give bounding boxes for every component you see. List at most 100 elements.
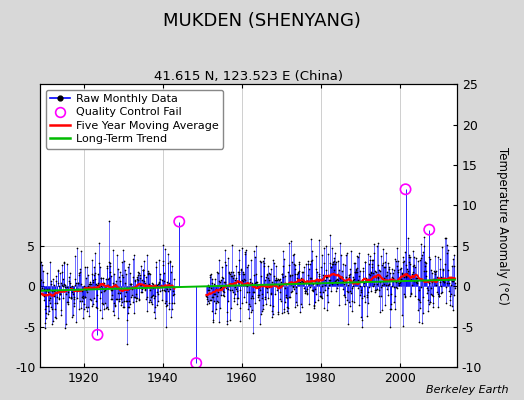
Point <box>204 282 212 289</box>
Point <box>381 250 390 256</box>
Point <box>314 278 322 284</box>
Point <box>370 250 378 256</box>
Point <box>379 278 387 284</box>
Point <box>125 261 133 267</box>
Point <box>210 280 219 287</box>
Point <box>224 286 232 292</box>
Point <box>40 286 48 292</box>
Point <box>61 291 70 298</box>
Point <box>136 282 145 288</box>
Point <box>137 262 145 269</box>
Point <box>237 279 246 286</box>
Point <box>433 291 442 298</box>
Point <box>38 268 47 274</box>
Point <box>70 293 79 300</box>
Point <box>155 257 163 263</box>
Point <box>155 279 163 285</box>
Point <box>282 294 291 301</box>
Point <box>399 322 407 329</box>
Point <box>411 264 420 270</box>
Point <box>169 292 178 298</box>
Point <box>233 300 241 307</box>
Point <box>122 297 130 304</box>
Point <box>412 274 421 281</box>
Point <box>67 294 75 301</box>
Point <box>270 290 279 297</box>
Point <box>365 270 374 277</box>
Point <box>89 301 97 307</box>
Point <box>390 284 398 290</box>
Point <box>409 262 418 269</box>
Point <box>450 292 458 298</box>
Point <box>439 266 447 272</box>
Point <box>237 277 246 283</box>
Point <box>242 282 250 288</box>
Point <box>385 266 394 272</box>
Point <box>267 290 275 297</box>
Point <box>380 280 388 287</box>
Point <box>325 260 334 266</box>
Point <box>227 273 235 280</box>
Point <box>270 272 278 279</box>
Point <box>91 250 100 256</box>
Point <box>325 279 334 286</box>
Point <box>39 290 47 297</box>
Point <box>270 281 279 287</box>
Point <box>127 281 135 288</box>
Point <box>315 273 323 279</box>
Point <box>245 301 253 307</box>
Point <box>138 289 147 295</box>
Point <box>294 259 303 266</box>
Point <box>235 269 243 275</box>
Point <box>74 306 83 312</box>
Point <box>438 244 446 250</box>
Point <box>150 283 158 290</box>
Point <box>85 284 93 290</box>
Point <box>295 261 303 268</box>
Point <box>345 273 353 280</box>
Point <box>263 271 271 278</box>
Point <box>323 306 332 313</box>
Point <box>375 286 384 293</box>
Point <box>168 300 177 306</box>
Point <box>43 286 52 292</box>
Point <box>327 264 335 270</box>
Point <box>366 256 374 263</box>
Point <box>148 293 156 299</box>
Point <box>84 313 93 320</box>
Point <box>382 272 390 279</box>
Point <box>123 317 131 323</box>
Point <box>131 278 139 285</box>
Point <box>447 303 456 309</box>
Point <box>56 291 64 297</box>
Point <box>109 280 117 286</box>
Point <box>386 324 394 330</box>
Point <box>316 293 325 299</box>
Point <box>340 292 348 299</box>
Point <box>162 324 170 330</box>
Point <box>209 276 217 282</box>
Point <box>241 277 249 284</box>
Point <box>321 287 329 293</box>
Point <box>254 292 262 298</box>
Point <box>360 283 368 290</box>
Point <box>80 306 88 312</box>
Point <box>82 264 91 271</box>
Point <box>403 270 412 276</box>
Point <box>325 276 333 283</box>
Point <box>125 304 134 310</box>
Point <box>263 285 271 292</box>
Point <box>338 268 346 274</box>
Point <box>79 295 87 302</box>
Point <box>334 277 343 283</box>
Point <box>151 304 159 310</box>
Point <box>110 300 118 306</box>
Point <box>137 277 146 283</box>
Point <box>279 248 288 254</box>
Point <box>70 302 79 309</box>
Point <box>50 282 58 288</box>
Point <box>337 251 345 258</box>
Point <box>405 258 413 265</box>
Point <box>308 287 316 293</box>
Point <box>108 296 116 302</box>
